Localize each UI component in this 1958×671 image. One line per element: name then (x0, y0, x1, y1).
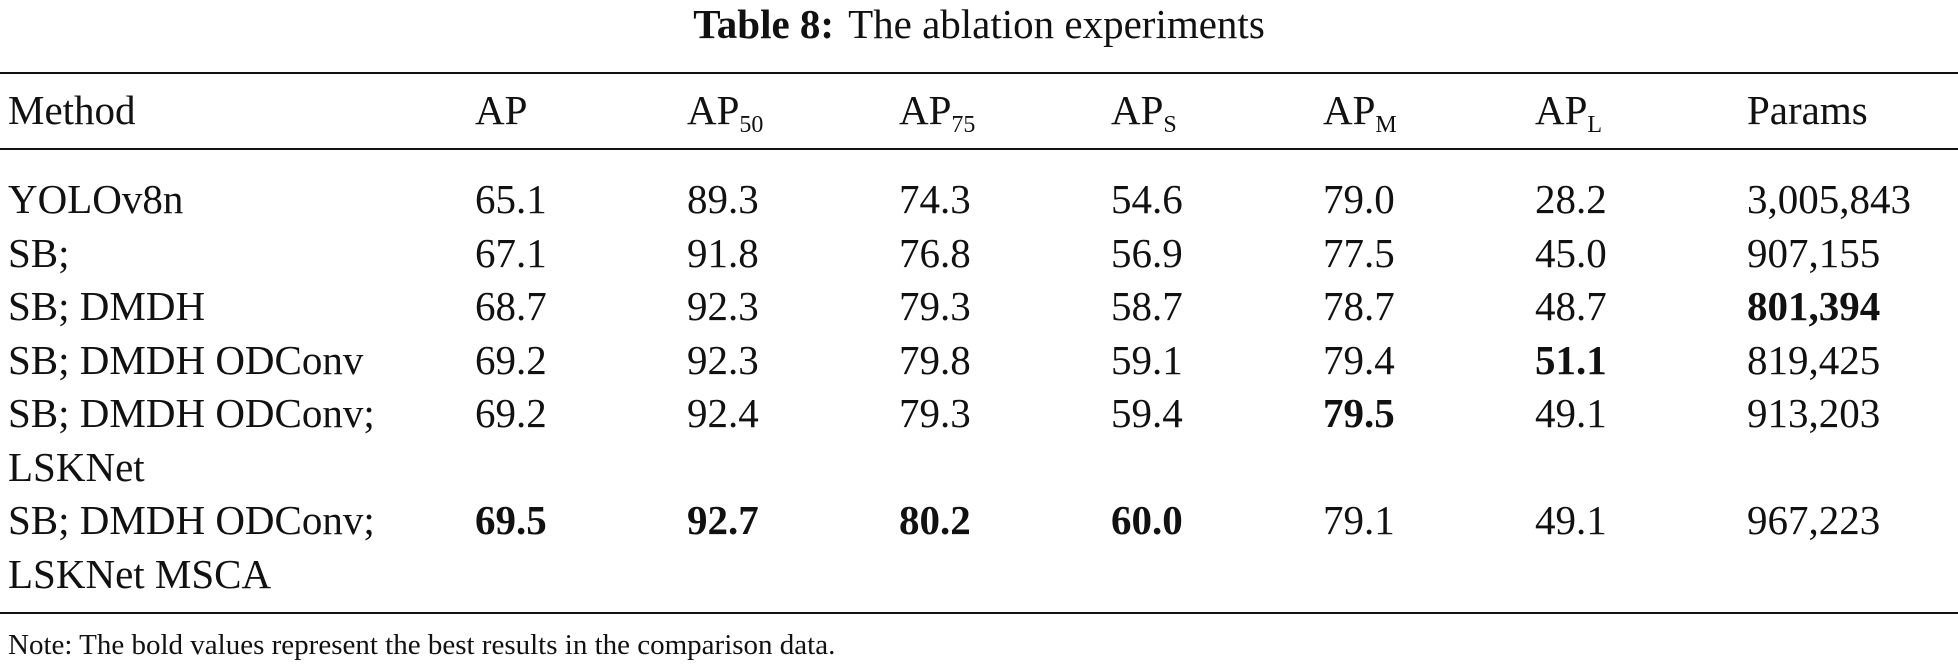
ablation-table: Method AP AP50 AP75 APS APM APL Params Y… (0, 72, 1958, 601)
cell-aps: 56.9 (1111, 229, 1183, 276)
table-note: Note: The bold values represent the best… (8, 629, 836, 661)
header-apm-label: AP (1323, 87, 1376, 133)
cell-ap75: 79.3 (899, 283, 971, 329)
table-row: SB; DMDH 68.7 92.3 79.3 58.7 78.7 48.7 8… (0, 280, 1958, 334)
header-method-label: Method (8, 87, 136, 133)
cell-apl: 51.1 (1535, 336, 1607, 383)
cell-apl: 48.7 (1535, 283, 1607, 329)
header-ap50: AP50 (687, 72, 899, 163)
header-ap75-label: AP (899, 87, 952, 133)
cell-params: 801,394 (1747, 283, 1881, 329)
cell-ap: 69.5 (475, 497, 547, 543)
cell-aps: 58.7 (1111, 283, 1183, 329)
cell-ap50: 89.3 (687, 176, 759, 222)
cell-params: 913,203 (1747, 390, 1881, 436)
table-row: SB; DMDH ODConv; LSKNet 69.2 92.4 79.3 5… (0, 387, 1958, 494)
header-apl-label: AP (1535, 87, 1588, 133)
cell-method: SB; DMDH ODConv (8, 336, 364, 383)
cell-aps: 54.6 (1111, 176, 1183, 222)
cell-method: YOLOv8n (8, 176, 184, 222)
table-row: SB; DMDH ODConv 69.2 92.3 79.8 59.1 79.4… (0, 334, 1958, 388)
cell-ap50: 91.8 (687, 229, 759, 276)
header-apm-subscript: M (1375, 112, 1397, 138)
cell-ap75: 80.2 (899, 497, 971, 543)
header-apl: APL (1535, 72, 1747, 163)
header-aps-subscript: S (1163, 112, 1177, 138)
table-caption-label: Table 8: (693, 1, 835, 47)
cell-method: SB; DMDH (8, 283, 206, 329)
cell-ap: 69.2 (475, 336, 547, 383)
header-ap-label: AP (475, 87, 528, 133)
cell-method: SB; (8, 229, 70, 276)
cell-ap: 68.7 (475, 283, 547, 329)
table-row: YOLOv8n 65.1 89.3 74.3 54.6 79.0 28.2 3,… (0, 163, 1958, 227)
cell-apm: 79.1 (1323, 497, 1395, 543)
cell-aps: 59.4 (1111, 390, 1183, 436)
cell-method: SB; DMDH ODConv; LSKNet MSCA (8, 497, 375, 597)
cell-apm: 78.7 (1323, 283, 1395, 329)
cell-params: 819,425 (1747, 336, 1881, 383)
cell-ap50: 92.7 (687, 497, 759, 543)
cell-apm: 77.5 (1323, 229, 1395, 276)
cell-apl: 49.1 (1535, 390, 1607, 436)
header-method: Method (0, 72, 475, 163)
header-params-label: Params (1747, 87, 1868, 133)
cell-ap75: 76.8 (899, 229, 971, 276)
cell-params: 3,005,843 (1747, 176, 1911, 222)
table-row: SB; DMDH ODConv; LSKNet MSCA 69.5 92.7 8… (0, 494, 1958, 601)
table-top-rule (0, 72, 1958, 74)
cell-apm: 79.5 (1323, 390, 1395, 436)
cell-ap75: 79.8 (899, 336, 971, 383)
header-ap75: AP75 (899, 72, 1111, 163)
cell-ap50: 92.3 (687, 283, 759, 329)
header-aps: APS (1111, 72, 1323, 163)
table-bottom-rule (0, 612, 1958, 614)
cell-ap75: 79.3 (899, 390, 971, 436)
table-header-rule (0, 148, 1958, 150)
cell-ap50: 92.3 (687, 336, 759, 383)
header-params: Params (1747, 72, 1958, 163)
cell-apl: 28.2 (1535, 176, 1607, 222)
cell-params: 967,223 (1747, 497, 1881, 543)
table-row: SB; 67.1 91.8 76.8 56.9 77.5 45.0 907,15… (0, 227, 1958, 281)
cell-aps: 59.1 (1111, 336, 1183, 383)
header-ap50-subscript: 50 (739, 112, 764, 138)
cell-apm: 79.4 (1323, 336, 1395, 383)
table-header-row: Method AP AP50 AP75 APS APM APL Params (0, 72, 1958, 163)
cell-apl: 45.0 (1535, 229, 1607, 276)
header-ap75-subscript: 75 (951, 112, 976, 138)
cell-ap: 67.1 (475, 229, 547, 276)
header-ap: AP (475, 72, 687, 163)
cell-apm: 79.0 (1323, 176, 1395, 222)
cell-apl: 49.1 (1535, 497, 1607, 543)
header-apm: APM (1323, 72, 1535, 163)
cell-params: 907,155 (1747, 229, 1881, 276)
cell-ap: 65.1 (475, 176, 547, 222)
cell-ap50: 92.4 (687, 390, 759, 436)
header-ap50-label: AP (687, 87, 740, 133)
header-apl-subscript: L (1587, 112, 1603, 138)
cell-method: SB; DMDH ODConv; LSKNet (8, 390, 375, 490)
cell-ap: 69.2 (475, 390, 547, 436)
table-caption-text: The ablation experiments (848, 1, 1265, 47)
cell-aps: 60.0 (1111, 497, 1183, 543)
table-caption: Table 8: The ablation experiments (0, 0, 1958, 48)
header-aps-label: AP (1111, 87, 1164, 133)
cell-ap75: 74.3 (899, 176, 971, 222)
